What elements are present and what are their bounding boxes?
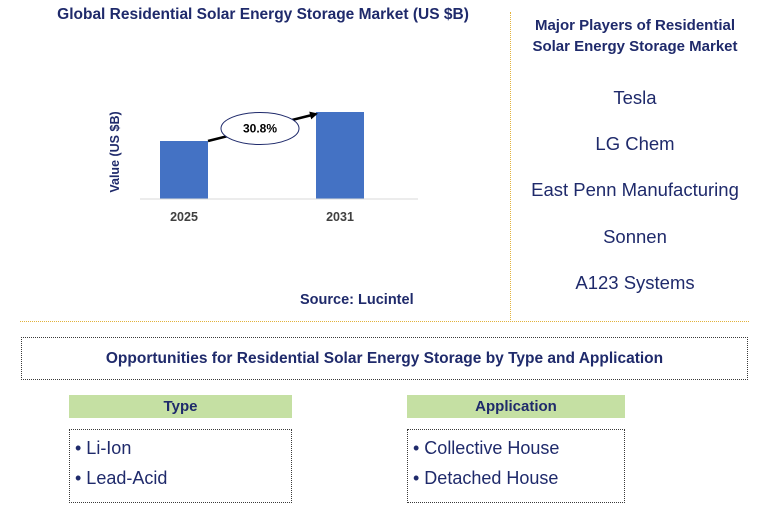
growth-rate-ellipse [220,112,300,145]
player-item: LG Chem [595,133,675,154]
bar-2025 [160,141,208,199]
type-item: • Li-Ion [75,438,132,458]
type-header: Type [69,395,292,418]
bars [160,112,364,199]
player-item: East Penn Manufacturing [531,179,739,200]
player-item: Sonnen [603,226,667,247]
x-tick-label: 2025 [170,210,198,224]
application-item: • Collective House [413,438,560,458]
application-list: • Collective House • Detached House [407,429,625,503]
y-axis-label: Value (US $B) [108,111,122,192]
bar-chart: Value (US $B) 2025 2031 30.8% [108,111,418,224]
source-label: Source: Lucintel [300,292,414,308]
vertical-divider [510,12,511,320]
growth-rate-label: 30.8% [243,122,277,136]
player-item: A123 Systems [575,272,695,293]
players-title: Major Players of Residential Solar Energ… [532,17,738,55]
player-item: Tesla [613,87,657,108]
bar-2031 [316,112,364,199]
type-item: • Lead-Acid [75,468,168,488]
x-tick-label: 2031 [326,210,354,224]
application-header: Application [407,395,625,418]
type-list: • Li-Ion • Lead-Acid [69,429,292,503]
chart-title: Global Residential Solar Energy Storage … [57,6,469,23]
x-tick-labels: 2025 2031 [170,210,354,224]
application-item: • Detached House [413,468,559,488]
opportunities-title: Opportunities for Residential Solar Ener… [21,337,748,380]
horizontal-divider [20,321,749,322]
